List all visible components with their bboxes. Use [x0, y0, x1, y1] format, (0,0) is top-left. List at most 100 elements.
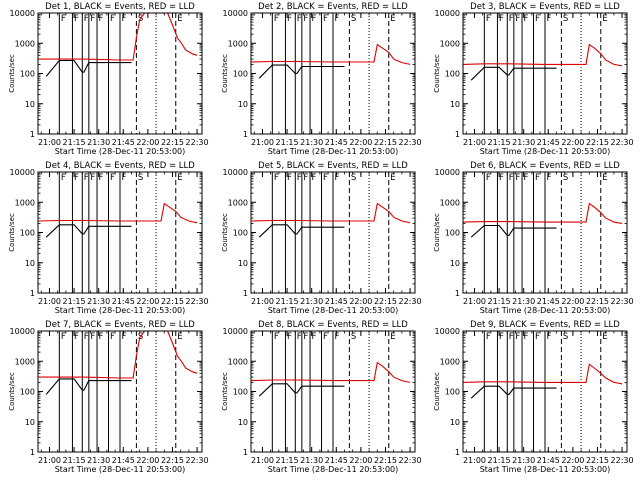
marker-label-f: F [312, 332, 317, 342]
x-tick-label: 21:15 [488, 297, 511, 306]
plot-frame [37, 171, 203, 294]
x-axis-label: Start Time (28-Dec-11 20:53:00) [55, 306, 186, 315]
marker-label-f: F [515, 173, 520, 183]
x-tick-label: 21:30 [87, 138, 110, 147]
marker-label-f: F [110, 332, 115, 342]
y-tick-label: 100 [233, 70, 248, 79]
marker-label-f: F [84, 14, 89, 24]
x-tick-label: 22:00 [349, 456, 372, 465]
marker-label-f: F [303, 332, 308, 342]
marker-label-f: F [535, 173, 540, 183]
marker-label-f: F [297, 332, 302, 342]
y-tick-label: 1 [455, 130, 460, 139]
marker-label-f: F [84, 332, 89, 342]
marker-label-e: E [177, 173, 182, 183]
y-tick-label: 1000 [15, 198, 35, 207]
plot-frame [250, 12, 416, 135]
x-tick-label: 21:00 [463, 297, 486, 306]
panel-title: Det 3, BLACK = Events, RED = LLD [470, 2, 620, 12]
x-axis-label: Start Time (28-Dec-11 20:53:00) [480, 465, 611, 474]
x-tick-label: 22:30 [399, 456, 422, 465]
marker-label-f: F [274, 14, 279, 24]
detector-panel-8: Det 8, BLACK = Events, RED = LLD 1 10 100 10… [221, 320, 422, 474]
x-tick-label: 22:30 [611, 456, 634, 465]
y-tick-label: 10000 [435, 9, 460, 18]
marker-label-f: F [335, 332, 340, 342]
x-tick-label: 21:30 [300, 297, 323, 306]
marker-label-f: F [303, 173, 308, 183]
events-series-line [470, 385, 557, 399]
x-tick-label: 21:15 [488, 138, 511, 147]
series-group [463, 202, 623, 238]
detector-panel-2: Det 2, BLACK = Events, RED = LLD 1 10 100 10… [221, 2, 422, 156]
series-group [251, 43, 411, 79]
marker-label-s: S [351, 332, 356, 342]
x-tick-label: 21:00 [38, 297, 61, 306]
y-tick-label: 1000 [15, 357, 35, 366]
x-axis-label: Start Time (28-Dec-11 20:53:00) [55, 147, 186, 156]
lld-series-line [463, 43, 623, 67]
marker-label-f: F [122, 332, 127, 342]
y-tick-label: 10000 [223, 327, 248, 336]
marker-label-f: F [90, 332, 95, 342]
marker-label-f: F [535, 332, 540, 342]
marker-label-e: E [602, 14, 607, 24]
marker-label-s: S [563, 14, 568, 24]
marker-label-f: F [90, 173, 95, 183]
y-tick-label: 1 [243, 130, 248, 139]
panel-title: Det 6, BLACK = Events, RED = LLD [470, 161, 620, 171]
marker-label-f: F [509, 173, 514, 183]
y-tick-label: 10000 [223, 9, 248, 18]
x-tick-label: 22:30 [399, 297, 422, 306]
x-tick-label: 21:30 [87, 297, 110, 306]
marker-label-s: S [138, 173, 143, 183]
series-group [463, 363, 623, 399]
x-tick-label: 22:00 [349, 297, 372, 306]
x-tick-label: 22:30 [611, 297, 634, 306]
x-tick-label: 21:00 [251, 138, 274, 147]
y-tick-label: 10 [25, 100, 35, 109]
y-tick-label: 10000 [435, 327, 460, 336]
x-tick-label: 21:30 [512, 456, 535, 465]
events-series-line [45, 59, 132, 77]
marker-label-f: F [535, 14, 540, 24]
y-tick-label: 1 [243, 289, 248, 298]
y-tick-label: 1 [30, 130, 35, 139]
series-group [251, 202, 411, 238]
series-group [38, 331, 198, 395]
marker-label-f: F [323, 173, 328, 183]
marker-label-e: E [390, 14, 395, 24]
x-tick-label: 22:15 [374, 456, 397, 465]
marker-label-f: F [84, 173, 89, 183]
y-axis-label: Counts/sec [433, 54, 441, 93]
plot-frame [462, 330, 628, 453]
y-tick-label: 1000 [440, 198, 460, 207]
y-tick-label: 10 [238, 100, 248, 109]
y-tick-label: 100 [445, 229, 460, 238]
x-tick-label: 21:45 [537, 297, 560, 306]
events-series-line [45, 224, 132, 238]
y-axis-label: Counts/sec [8, 372, 16, 411]
y-tick-label: 10000 [10, 327, 35, 336]
events-series-line [258, 64, 345, 79]
y-tick-label: 10000 [10, 9, 35, 18]
marker-label-f: F [486, 14, 491, 24]
marker-label-f: F [287, 14, 292, 24]
x-tick-label: 21:00 [251, 297, 274, 306]
x-tick-label: 21:00 [463, 456, 486, 465]
marker-label-f: F [486, 332, 491, 342]
plot-frame [462, 171, 628, 294]
y-tick-label: 100 [445, 70, 460, 79]
x-tick-label: 22:15 [586, 297, 609, 306]
x-tick-label: 22:15 [161, 456, 184, 465]
y-tick-label: 1000 [228, 39, 248, 48]
marker-label-f: F [61, 14, 66, 24]
events-series-line [45, 378, 132, 395]
x-tick-label: 21:45 [325, 456, 348, 465]
y-tick-label: 1000 [228, 198, 248, 207]
lld-series-line [251, 361, 411, 383]
detector-panel-1: Det 1, BLACK = Events, RED = LLD 1 10 100 10… [8, 2, 209, 156]
marker-label-f: F [90, 14, 95, 24]
x-tick-label: 21:15 [63, 138, 86, 147]
x-tick-label: 22:15 [161, 297, 184, 306]
